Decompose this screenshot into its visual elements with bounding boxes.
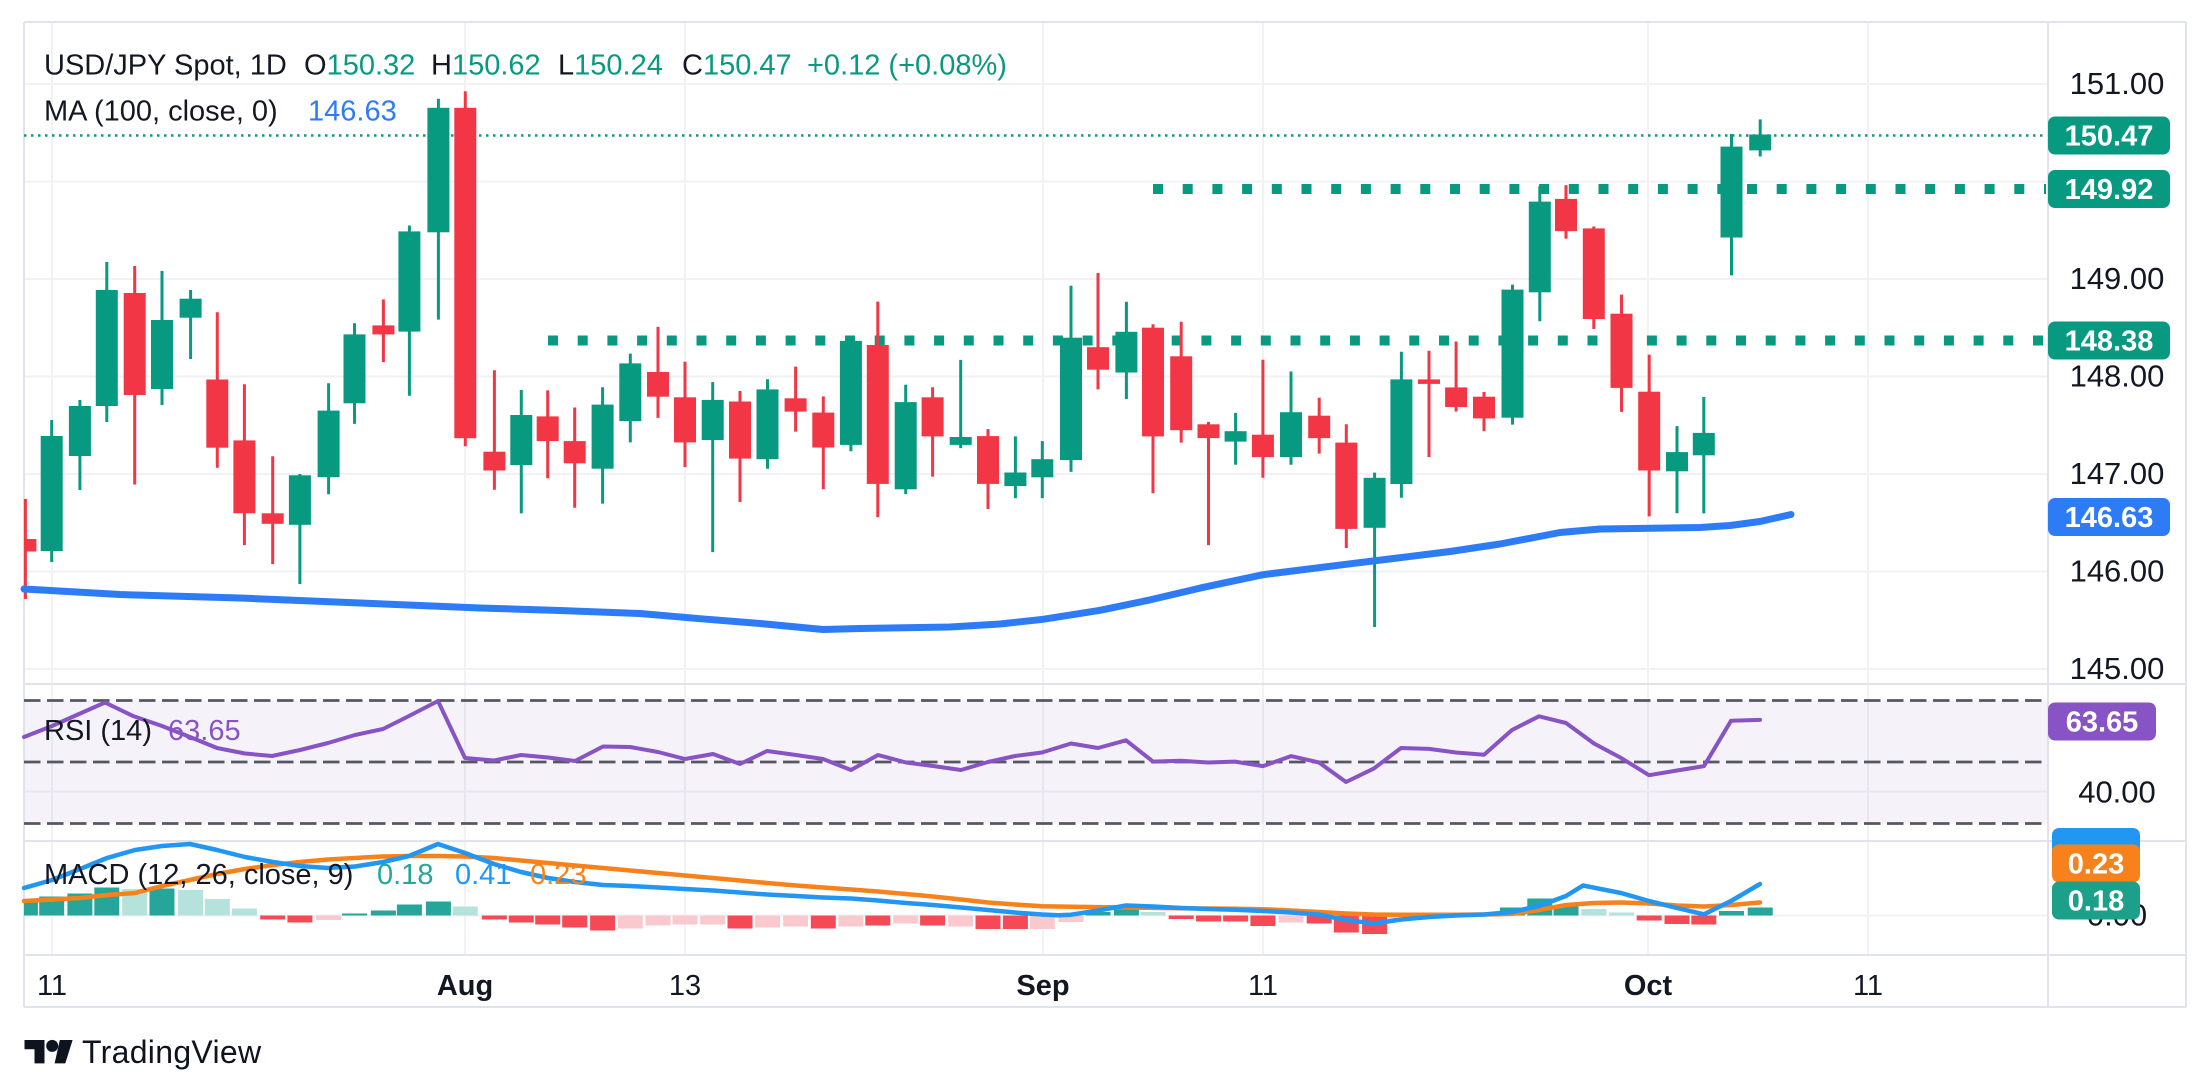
svg-text:148.00: 148.00 [2070,359,2165,394]
svg-text:148.38: 148.38 [2065,326,2154,358]
svg-text:MACD (12, 26, close, 9)0.180.4: MACD (12, 26, close, 9) 0.18 0.41 0.23 [44,859,586,891]
svg-text:63.65: 63.65 [2066,707,2139,739]
svg-text:H150.62: H150.62 [431,50,541,82]
svg-text:0.18: 0.18 [2068,886,2124,918]
svg-text:11: 11 [1248,970,1278,1002]
svg-text:Sep: Sep [1016,970,1069,1002]
svg-text:TradingView: TradingView [82,1034,262,1070]
svg-text:145.00: 145.00 [2070,651,2165,686]
svg-text:13: 13 [669,970,701,1002]
svg-text:147.00: 147.00 [2070,456,2165,491]
svg-text:O150.32: O150.32 [304,50,415,82]
svg-text:11: 11 [1853,970,1883,1002]
svg-text:Oct: Oct [1624,970,1673,1002]
svg-text:146.63: 146.63 [2065,502,2154,534]
svg-text:146.00: 146.00 [2070,554,2165,589]
svg-text:RSI (14) 63.65: RSI (14) 63.65 [44,715,241,747]
svg-text:40.00: 40.00 [2078,775,2156,810]
svg-text:Aug: Aug [437,970,493,1002]
svg-text:+0.12 (+0.08%): +0.12 (+0.08%) [807,50,1007,82]
svg-text:USD/JPY Spot, 1D: USD/JPY Spot, 1D [44,50,287,82]
svg-text:150.47: 150.47 [2065,121,2154,153]
svg-text:0.23: 0.23 [2068,849,2124,881]
svg-text:149.00: 149.00 [2070,261,2165,296]
svg-text:C150.47: C150.47 [682,50,792,82]
svg-text:151.00: 151.00 [2070,66,2165,101]
svg-text:MA (100, close, 0) 146.63: MA (100, close, 0) 146.63 [44,96,397,128]
svg-text:L150.24: L150.24 [558,50,663,82]
svg-text:11: 11 [37,970,67,1002]
svg-text:149.92: 149.92 [2065,174,2154,206]
